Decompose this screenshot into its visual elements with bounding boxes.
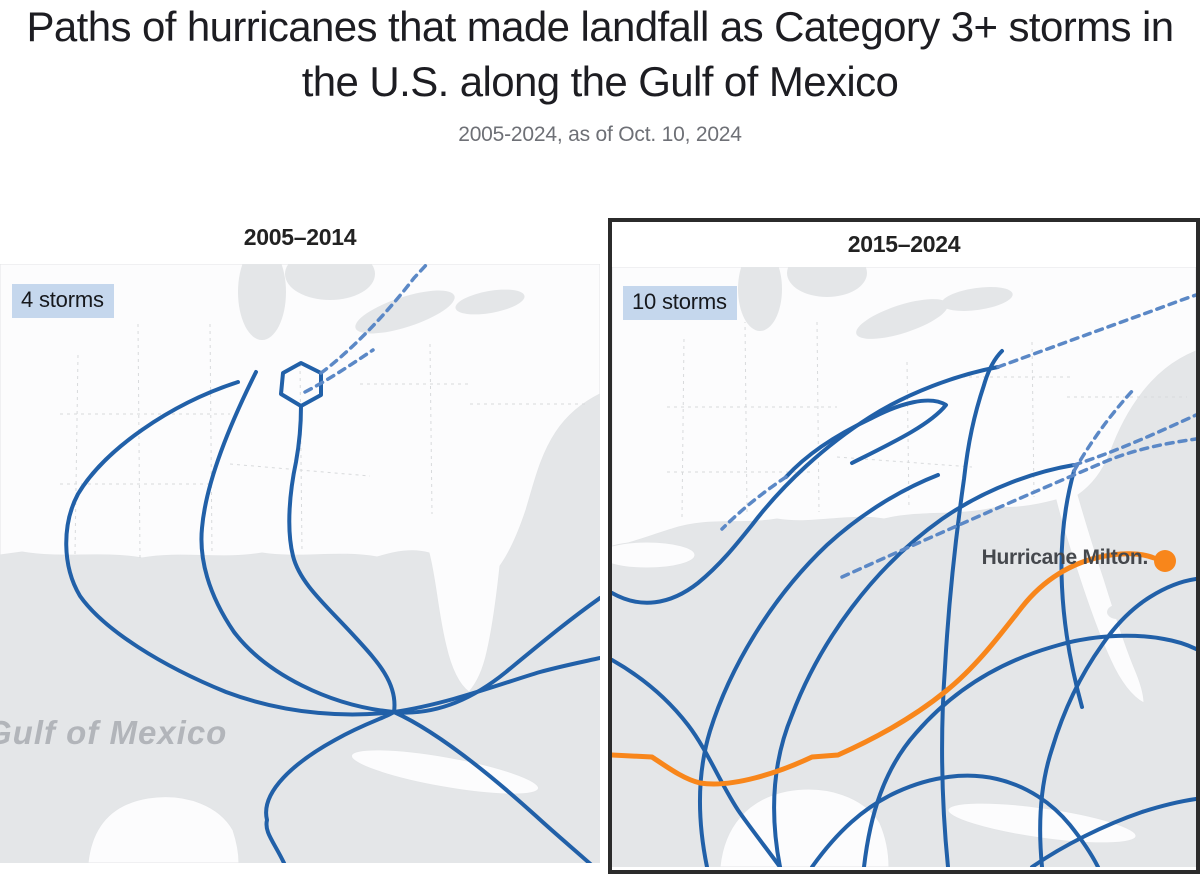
storm-track-extratropical	[319, 264, 429, 375]
storm-track	[697, 473, 940, 867]
storm-tracks-2015-2024	[612, 293, 1196, 867]
storm-track	[940, 349, 1004, 867]
yucatan-landmass	[87, 796, 240, 863]
chart-header: Paths of hurricanes that made landfall a…	[0, 0, 1200, 147]
storm-track-extratropical	[1072, 387, 1136, 473]
storm-track-extratropical	[1072, 413, 1196, 467]
storm-track-extratropical	[303, 348, 375, 394]
lake-okeechobee	[1107, 605, 1127, 619]
storm-count-badge-right: 10 storms	[623, 286, 737, 320]
yucatan-landmass	[719, 788, 890, 867]
hurricane-milton-label: Hurricane Milton.	[981, 546, 1149, 569]
storm-track	[612, 658, 782, 867]
us-landmass	[0, 264, 600, 693]
storm-track	[862, 633, 1196, 867]
panel-period-label-right: 2015–2024	[847, 231, 961, 257]
storm-track-hairpin	[784, 398, 948, 479]
panel-2015-2024: 2015–2024	[608, 218, 1200, 874]
chart-subtitle: 2005-2024, as of Oct. 10, 2024	[458, 123, 742, 147]
storm-track-extratropical	[840, 437, 1196, 579]
panel-2005-2014: 2005–2014	[0, 218, 600, 864]
chart-title: Paths of hurricanes that made landfall a…	[26, 3, 1175, 105]
great-lakes	[238, 264, 525, 340]
storm-track	[64, 380, 600, 717]
gulf-of-mexico-label: Gulf of Mexico	[0, 714, 228, 751]
map-2015-2024	[612, 267, 1196, 867]
storm-track	[264, 404, 397, 863]
us-landmass	[612, 267, 1196, 704]
map-wrap-2005-2014: 4 storms Gulf of Mexico	[0, 264, 600, 863]
milton-point-icon	[1154, 550, 1176, 572]
panel-period-label-left: 2005–2014	[243, 224, 357, 250]
storm-track	[392, 710, 593, 863]
cuba-landmass	[350, 749, 540, 795]
storm-track-extratropical	[996, 293, 1196, 369]
storm-track	[1038, 577, 1196, 867]
milton-track	[612, 551, 1157, 787]
delta-landmass	[612, 541, 696, 569]
storm-tracks-2005-2014	[64, 264, 600, 863]
storm-track	[612, 365, 1000, 605]
storm-track	[1059, 469, 1084, 709]
storm-track-extratropical	[720, 475, 788, 531]
storm-track	[199, 370, 600, 715]
great-lakes	[738, 267, 1013, 339]
map-2005-2014	[0, 264, 600, 863]
state-borders	[60, 323, 585, 559]
storm-count-badge-left: 4 storms	[12, 284, 114, 318]
storm-track	[772, 463, 1076, 867]
map-wrap-2015-2024: 10 storms Hurricane Milton.	[612, 267, 1196, 867]
storm-track-loop	[279, 361, 323, 408]
storm-track	[810, 773, 1100, 867]
storm-track	[1030, 797, 1196, 867]
